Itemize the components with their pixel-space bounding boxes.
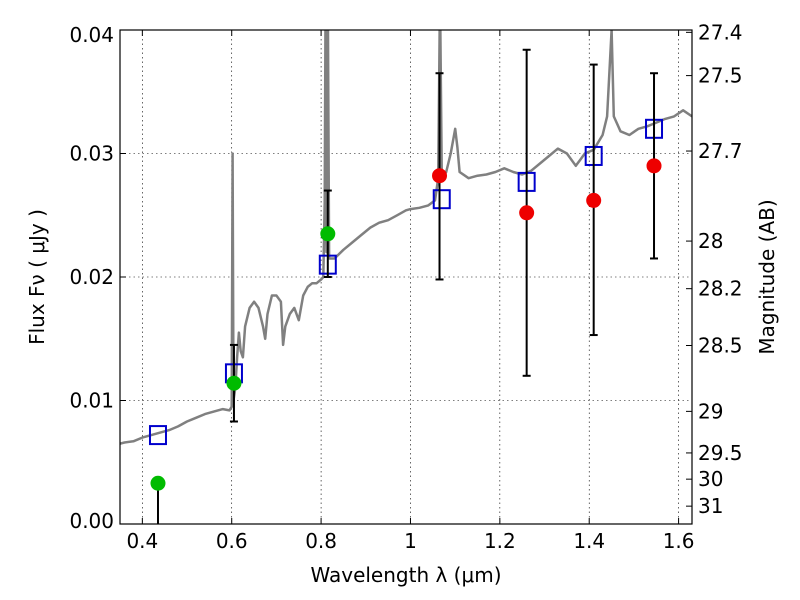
- x-tick-label: 1: [404, 529, 417, 553]
- x-tick-label: 1.2: [484, 529, 516, 553]
- x-axis-label: Wavelength λ (μm): [310, 563, 501, 587]
- observed-flux-point: [519, 205, 535, 221]
- observed-flux-point: [432, 168, 448, 184]
- model-spectrum-line: [120, 30, 692, 445]
- x-tick-label: 0.4: [126, 529, 158, 553]
- y-axis-label: Flux Fν ( μJy ): [25, 209, 49, 345]
- y2-tick-label: 27.7: [698, 139, 743, 163]
- y-tick-label: 0.03: [69, 142, 114, 166]
- y-tick-label: 0.02: [69, 265, 114, 289]
- model-photometry-square: [432, 189, 451, 210]
- grid: [120, 30, 692, 524]
- x-tick-label: 0.8: [305, 529, 337, 553]
- y2-tick-label: 28.2: [698, 277, 743, 301]
- y2-tick-label: 29: [698, 399, 723, 423]
- observed-flux-point: [150, 475, 166, 491]
- observed-flux-point: [320, 226, 336, 242]
- y2-tick-label: 28.5: [698, 333, 743, 357]
- y2-tick-label: 31: [698, 494, 723, 518]
- y2-tick-label: 27.4: [698, 20, 743, 44]
- x-tick-label: 1.6: [663, 529, 695, 553]
- y2-tick-label: 27.5: [698, 64, 743, 88]
- y2-tick-label: 30: [698, 467, 723, 491]
- observed-flux-point: [586, 192, 602, 208]
- model-photometry-square: [148, 425, 167, 446]
- observed-flux-point: [226, 375, 242, 391]
- y-tick-label: 0.00: [69, 509, 114, 533]
- y2-axis-label: Magnitude (AB): [755, 199, 779, 354]
- x-tick-label: 1.4: [573, 529, 605, 553]
- y-tick-label: 0.01: [69, 389, 114, 413]
- y2-tick-label: 28: [698, 229, 723, 253]
- plot-area: [120, 30, 692, 524]
- axes: 0.4 0.6 0.8 1 1.2 1.4 1.6 0.00 0.01 0.02 0.03 0.04 2…: [69, 20, 742, 553]
- observed-flux-point: [646, 158, 662, 174]
- y-tick-label: 0.04: [69, 23, 114, 47]
- x-tick-label: 0.6: [216, 529, 248, 553]
- y2-tick-label: 29.5: [698, 441, 743, 465]
